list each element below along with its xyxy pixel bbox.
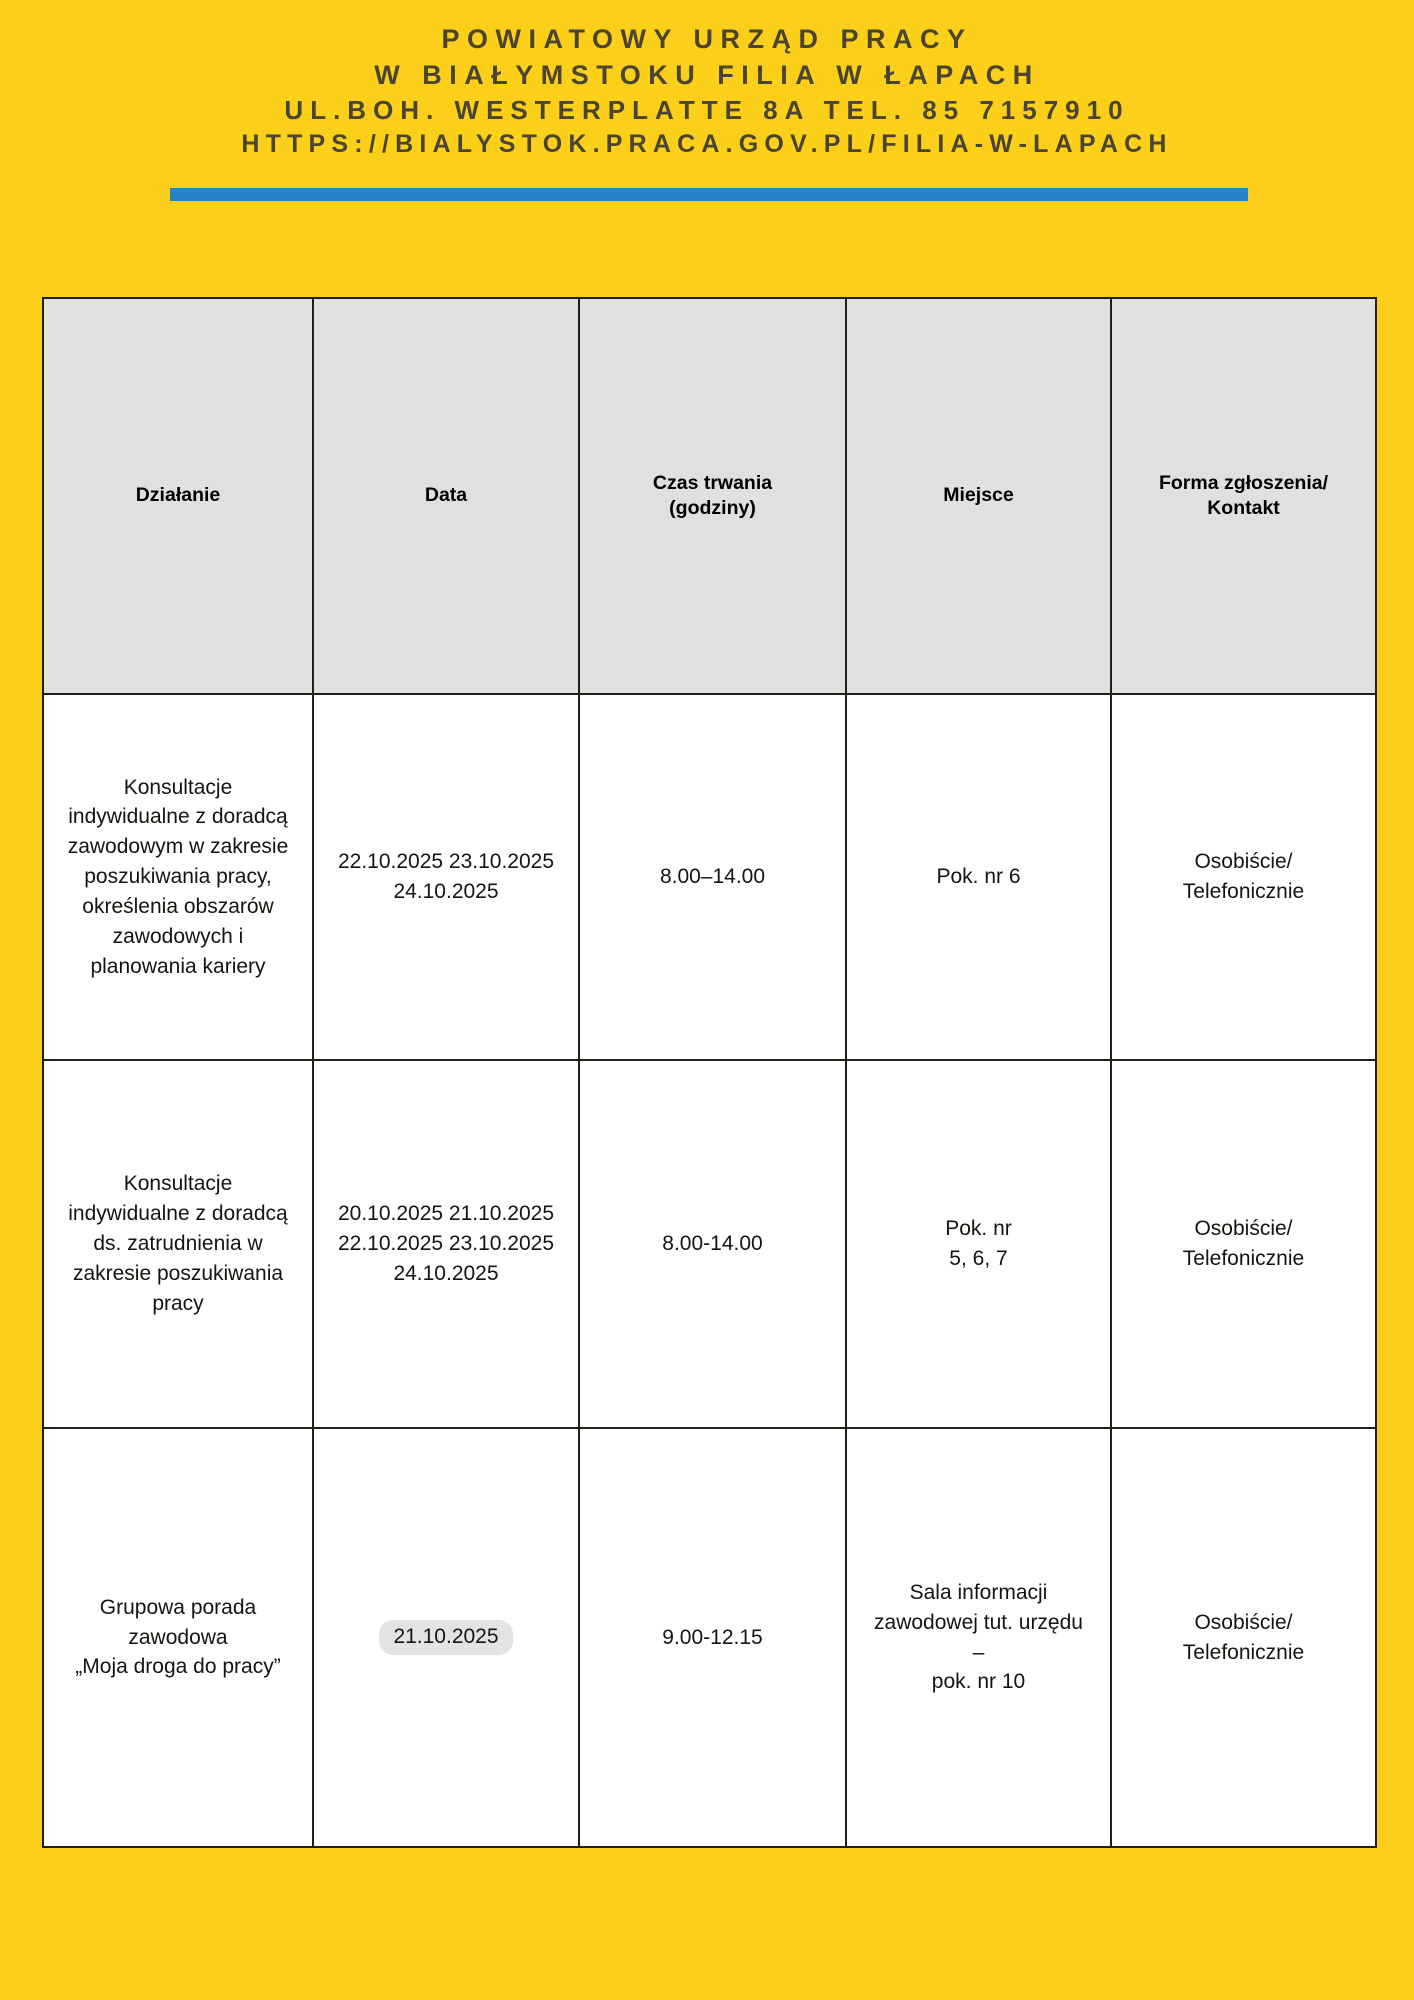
cell-forma-zgloszenia: Osobiście/ Telefonicznie <box>1110 1059 1377 1429</box>
table-row: Grupowa porada zawodowa „Moja droga do p… <box>42 1427 1377 1848</box>
table-header-row: Działanie Data Czas trwania (godziny) Mi… <box>42 297 1377 695</box>
cell-data: 21.10.2025 <box>312 1427 580 1848</box>
header-line-address-phone: UL.BOH. WESTERPLATTE 8A TEL. 85 7157910 <box>284 95 1130 126</box>
cell-data: 20.10.2025 21.10.2025 22.10.2025 23.10.2… <box>312 1059 580 1429</box>
schedule-table: Działanie Data Czas trwania (godziny) Mi… <box>42 297 1377 1848</box>
column-header-miejsce: Miejsce <box>845 297 1112 695</box>
column-header-czas-trwania: Czas trwania (godziny) <box>578 297 847 695</box>
cell-miejsce: Sala informacji zawodowej tut. urzędu – … <box>845 1427 1112 1848</box>
table-row: Konsultacje indywidualne z doradcą zawod… <box>42 693 1377 1061</box>
cell-forma-zgloszenia: Osobiście/ Telefonicznie <box>1110 693 1377 1061</box>
divider-container <box>0 187 1414 202</box>
page-header: POWIATOWY URZĄD PRACY W BIAŁYMSTOKU FILI… <box>0 0 1414 161</box>
schedule-table-container: Działanie Data Czas trwania (godziny) Mi… <box>42 297 1377 1848</box>
cell-forma-zgloszenia: Osobiście/ Telefonicznie <box>1110 1427 1377 1848</box>
cell-dzialanie: Grupowa porada zawodowa „Moja droga do p… <box>42 1427 314 1848</box>
column-header-forma-zgloszenia: Forma zgłoszenia/ Kontakt <box>1110 297 1377 695</box>
blue-divider-rule <box>170 187 1248 201</box>
cell-data: 22.10.2025 23.10.2025 24.10.2025 <box>312 693 580 1061</box>
cell-dzialanie: Konsultacje indywidualne z doradcą ds. z… <box>42 1059 314 1429</box>
cell-dzialanie: Konsultacje indywidualne z doradcą zawod… <box>42 693 314 1061</box>
column-header-dzialanie: Działanie <box>42 297 314 695</box>
cell-czas-trwania: 8.00–14.00 <box>578 693 847 1061</box>
cell-miejsce: Pok. nr 6 <box>845 693 1112 1061</box>
header-line-website: HTTPS://BIALYSTOK.PRACA.GOV.PL/FILIA-W-L… <box>241 129 1173 158</box>
column-header-data: Data <box>312 297 580 695</box>
cell-czas-trwania: 8.00-14.00 <box>578 1059 847 1429</box>
date-highlight-pill: 21.10.2025 <box>379 1620 513 1655</box>
cell-czas-trwania: 9.00-12.15 <box>578 1427 847 1848</box>
header-line-office-name: POWIATOWY URZĄD PRACY <box>441 24 973 54</box>
header-line-branch: W BIAŁYMSTOKU FILIA W ŁAPACH <box>374 59 1040 90</box>
cell-miejsce: Pok. nr 5, 6, 7 <box>845 1059 1112 1429</box>
table-row: Konsultacje indywidualne z doradcą ds. z… <box>42 1059 1377 1429</box>
